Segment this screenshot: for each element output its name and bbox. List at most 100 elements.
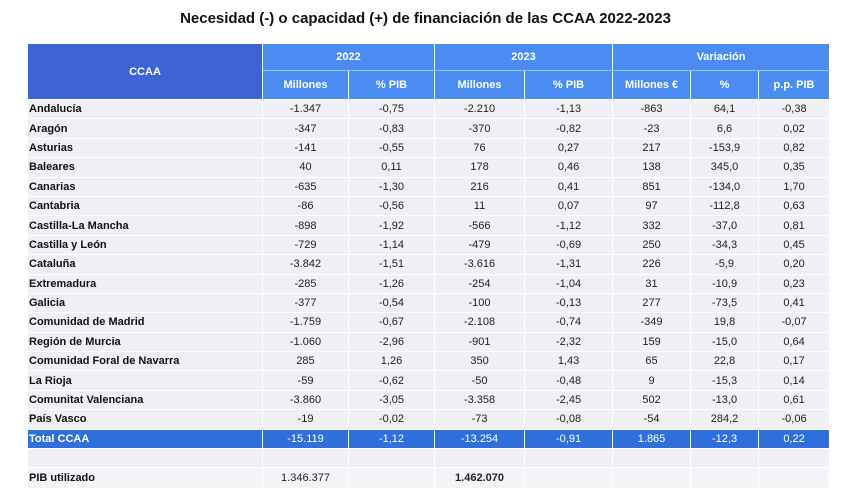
pib-row: PIB utilizado 1.346.377 1.462.070 [27,467,831,489]
table-cell: -34,3 [690,234,760,256]
table-cell: -3,05 [347,389,436,411]
table-cell: 9 [612,370,692,391]
table-title: Necesidad (-) o capacidad (+) de financi… [180,10,671,27]
table-cell: -0,08 [524,409,614,430]
table-cell: 0,23 [758,273,831,294]
table-cell: -0,06 [758,409,831,430]
table-cell: -1,14 [347,234,436,256]
table-cell: 216 [434,176,526,197]
table-cell: 40 [262,157,349,178]
table-cell: 250 [612,234,692,256]
table-cell: -635 [262,176,349,197]
table-cell: 0,27 [524,137,614,159]
pib-label: PIB utilizado [27,467,263,489]
table-cell: -0,83 [347,118,436,139]
table-cell: -2.210 [434,98,526,120]
table-cell: -285 [262,273,349,294]
table-cell: -73 [434,409,526,430]
table-cell [612,448,692,469]
region-name: Galicia [27,292,263,314]
region-name: Región de Murcia [27,331,263,353]
table-cell: 0,45 [758,234,831,256]
pib-2023: 1.462.070 [434,467,526,489]
table-cell: 226 [612,254,692,275]
table-cell: -2.108 [434,312,526,333]
table-cell: 178 [434,157,526,178]
table-cell: 65 [612,351,692,372]
table-row: Galicia -377 -0,54 -100 -0,13 277 -73,5 0,41 [27,292,831,314]
table-cell: -479 [434,234,526,256]
table-cell: -377 [262,292,349,314]
table-cell: -729 [262,234,349,256]
table-cell: 64,1 [690,98,760,120]
empty-row [27,448,831,469]
table-cell: 0,41 [758,292,831,314]
table-cell: 0,41 [524,176,614,197]
table-cell: -1.060 [262,331,349,353]
table-cell: 0,07 [524,195,614,217]
table-cell: -3.842 [262,254,349,275]
table-cell [524,448,614,469]
table-row: Comunidad Foral de Navarra 285 1,26 350 1,43… [27,351,831,372]
table-cell: -86 [262,195,349,217]
table-cell: 1,43 [524,351,614,372]
table-cell: Total CCAA [27,428,263,450]
region-name: Castilla y León [27,234,263,256]
table-cell: -0,13 [524,292,614,314]
table-cell: 11 [434,195,526,217]
table-cell: -13.254 [434,428,526,450]
table-cell: -0,82 [524,118,614,139]
table-cell: 1,70 [758,176,831,197]
table-row: Cataluña -3.842 -1,51 -3.616 -1,31 226 -5,9 0,2… [27,254,831,275]
table-cell: 159 [612,331,692,353]
total-row: Total CCAA -15.119 -1,12 -13.254 -0,91 1.865-… [27,428,831,450]
table-cell: -15.119 [262,428,349,450]
table-cell: 19,8 [690,312,760,333]
table-cell: 277 [612,292,692,314]
subheader-cell: % PIB [524,70,614,100]
table-cell: -0,75 [347,98,436,120]
table-cell: -0,07 [758,312,831,333]
table-cell [347,448,436,469]
region-name: Cataluña [27,254,263,275]
table-cell [27,448,263,469]
pib-2022: 1.346.377 [262,467,349,489]
table-cell: -1.347 [262,98,349,120]
table-cell [612,467,692,489]
table-cell: 0,22 [758,428,831,450]
table-cell: 332 [612,215,692,236]
table-cell: -0,55 [347,137,436,159]
table-cell: 6,6 [690,118,760,139]
table-cell [758,448,831,469]
table-cell: -112,8 [690,195,760,217]
table-cell: -3.358 [434,389,526,411]
header-variacion: Variación [612,43,831,71]
table-row: La Rioja -59 -0,62 -50 -0,48 9 -15,3 0,14 [27,370,831,391]
table-cell: -15,0 [690,331,760,353]
table-cell: -0,67 [347,312,436,333]
financing-table: CCAA 2022 2023 Variación Millones% PIB Mi… [27,43,831,489]
table-cell: 0,35 [758,157,831,178]
subheader-cell: % [690,70,760,100]
table-cell: -5,9 [690,254,760,275]
table-row: Castilla y León -729 -1,14 -479 -0,69 250 -34,… [27,234,831,256]
region-name: Comunitat Valenciana [27,389,263,411]
region-name: Canarias [27,176,263,197]
table-row: Aragón -347 -0,83 -370 -0,82 -23 6,6 0,02 [27,118,831,139]
region-name: Asturias [27,137,263,159]
table-cell: 76 [434,137,526,159]
table-cell: -1,30 [347,176,436,197]
table-cell: 345,0 [690,157,760,178]
table-cell: -370 [434,118,526,139]
table-cell: -901 [434,331,526,353]
region-name: Baleares [27,157,263,178]
table-cell: -2,96 [347,331,436,353]
table-cell: -54 [612,409,692,430]
table-cell: 0,46 [524,157,614,178]
table-cell: 31 [612,273,692,294]
table-row: Cantabria -86 -0,56 11 0,07 97 -112,8 0,63 [27,195,831,217]
table-cell: 0,81 [758,215,831,236]
region-name: Aragón [27,118,263,139]
region-name: País Vasco [27,409,263,430]
table-cell: -0,56 [347,195,436,217]
